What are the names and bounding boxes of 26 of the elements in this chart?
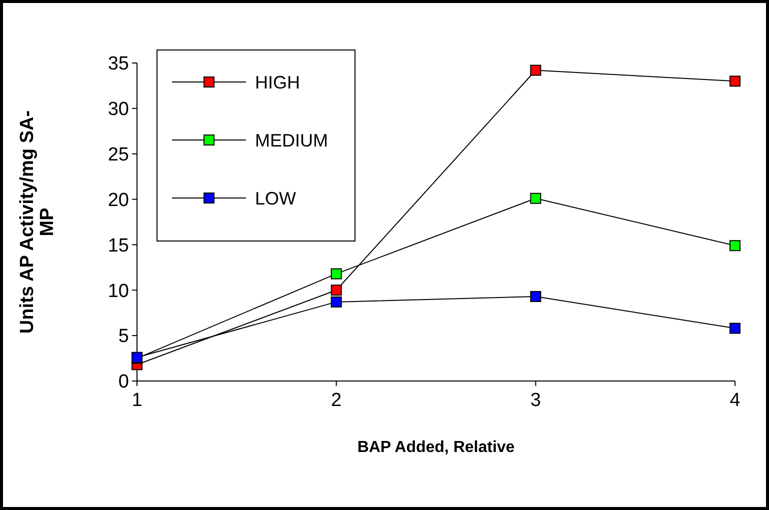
y-tick-label: 0: [118, 372, 129, 393]
y-tick-label: 35: [108, 54, 129, 75]
x-tick-label: 3: [530, 390, 541, 411]
x-tick-label: 4: [730, 390, 741, 411]
y-tick-label: 30: [108, 99, 129, 120]
point: [730, 240, 740, 252]
point: [730, 76, 740, 87]
point: [530, 291, 542, 302]
point: [530, 64, 542, 76]
y-axis-title: Units AP Activity/mg SA- MP: [17, 110, 58, 334]
legend-label: LOW: [255, 188, 296, 208]
y-tick-label: 5: [118, 326, 129, 348]
point: [330, 296, 342, 308]
x-tick-label: 1: [132, 390, 142, 411]
point: [530, 192, 542, 204]
y-tick-label: 25: [108, 144, 129, 166]
point: [730, 322, 740, 334]
legend-label: HIGH: [255, 72, 300, 92]
x-axis-title: BAP Added, Relative: [357, 439, 515, 456]
y-tick-label: 15: [108, 235, 129, 256]
point: [330, 268, 342, 280]
legend-label: MEDIUM: [255, 130, 328, 150]
y-tick-label: 10: [108, 280, 129, 302]
x-tick-label: 2: [331, 390, 342, 411]
y-tick-label: 20: [108, 190, 129, 211]
point: [330, 284, 342, 296]
